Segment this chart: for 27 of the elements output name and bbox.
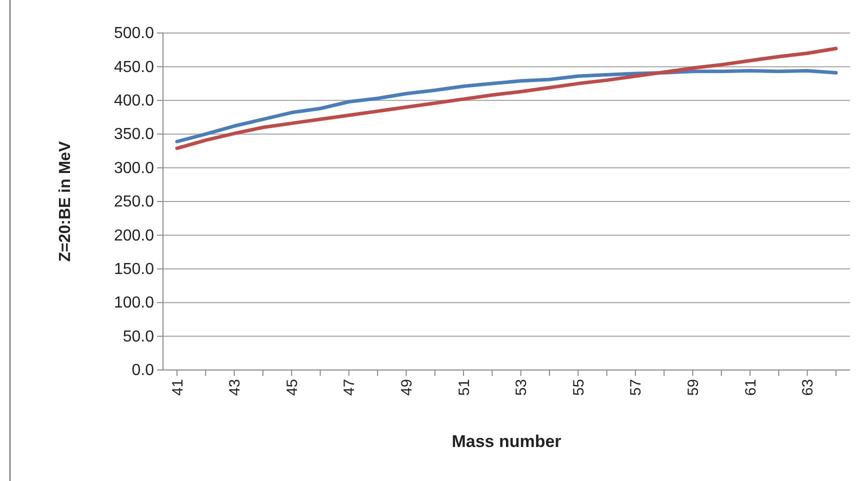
y-tick-label: 0.0 <box>132 362 154 380</box>
y-tick-label: 200.0 <box>114 227 154 244</box>
y-tick-label: 350.0 <box>114 126 154 144</box>
y-tick-label: 100.0 <box>114 294 154 312</box>
x-tick-label: 51 <box>456 379 473 396</box>
x-tick-label: 47 <box>341 379 358 396</box>
x-tick-label: 55 <box>570 379 588 396</box>
x-tick-label: 53 <box>513 379 530 396</box>
y-tick-label: 150.0 <box>114 261 154 278</box>
x-tick-label: 59 <box>684 379 702 396</box>
y-tick-label: 450.0 <box>114 58 154 76</box>
x-tick-label: 63 <box>800 379 817 396</box>
y-tick-label: 300.0 <box>114 160 154 177</box>
x-tick-label: 43 <box>226 379 244 396</box>
y-axis-title: Z=20:BE in MeV <box>57 140 74 262</box>
x-tick-label: 45 <box>284 379 301 396</box>
line-series <box>175 68 838 144</box>
y-tick-label: 50.0 <box>122 328 154 346</box>
x-tick-label: 49 <box>398 379 416 396</box>
x-tick-label: 61 <box>742 379 760 396</box>
x-axis-title: Mass number <box>452 432 562 451</box>
line-series <box>175 46 838 150</box>
y-tick-label: 500.0 <box>114 25 154 42</box>
x-tick-label: 41 <box>169 379 186 396</box>
y-tick-label: 250.0 <box>114 194 154 211</box>
y-tick-label: 400.0 <box>114 92 154 110</box>
x-tick-label: 57 <box>628 379 645 396</box>
